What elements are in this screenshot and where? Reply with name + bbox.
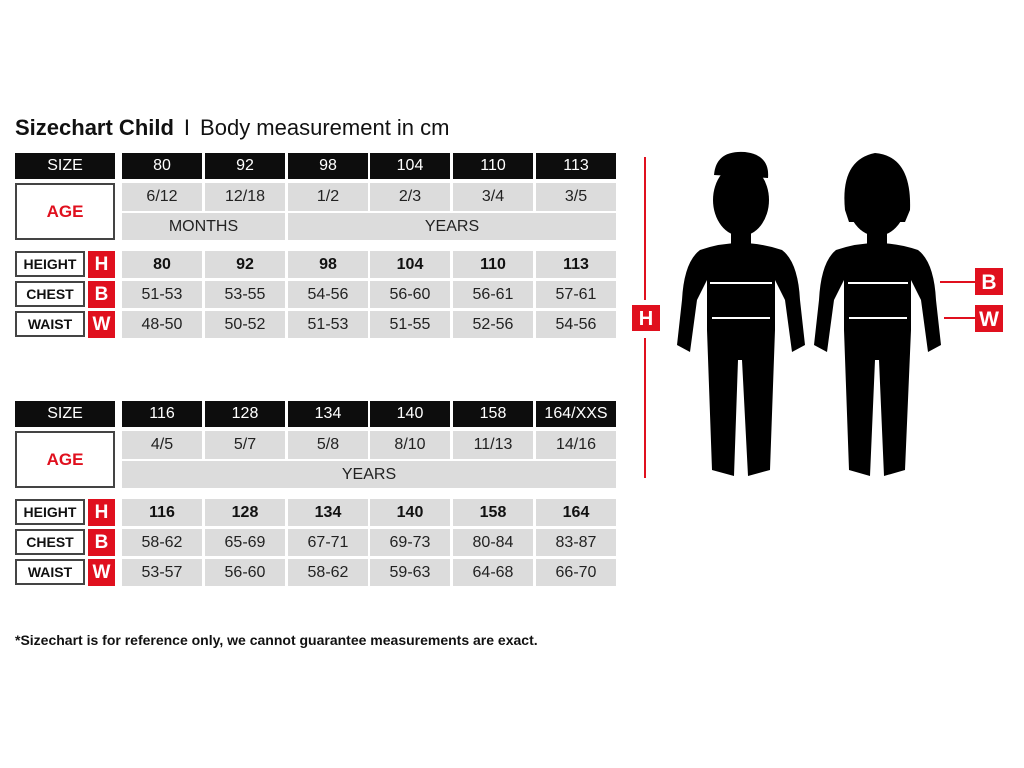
height-cell: 140 bbox=[370, 499, 450, 526]
waist-letter-badge: W bbox=[88, 559, 115, 586]
size-header-cell: 116 bbox=[122, 401, 202, 427]
chest-cell: 58-62 bbox=[122, 529, 202, 556]
age-cell: 14/16 bbox=[536, 431, 616, 459]
height-cell: 92 bbox=[205, 251, 285, 278]
size-header-cell: 140 bbox=[370, 401, 450, 427]
height-marker-label: H bbox=[639, 308, 653, 330]
waist-cell: 51-55 bbox=[370, 311, 450, 338]
height-letter-badge: H bbox=[88, 251, 115, 278]
size-header-cell: 128 bbox=[205, 401, 285, 427]
age-label: AGE bbox=[15, 183, 115, 240]
age-cell: 2/3 bbox=[370, 183, 450, 211]
chest-cell: 65-69 bbox=[205, 529, 285, 556]
age-unit-cell: YEARS bbox=[122, 461, 616, 488]
height-cell: 80 bbox=[122, 251, 202, 278]
age-label: AGE bbox=[15, 431, 115, 488]
height-marker: H bbox=[632, 157, 660, 478]
waist-cell: 53-57 bbox=[122, 559, 202, 586]
size-header-cell: 104 bbox=[370, 153, 450, 179]
chest-letter-badge: B bbox=[88, 281, 115, 308]
size-header-cell: 113 bbox=[536, 153, 616, 179]
waist-cell: 56-60 bbox=[205, 559, 285, 586]
waist-label: WAIST bbox=[15, 559, 85, 585]
chest-cell: 56-61 bbox=[453, 281, 533, 308]
chest-cell: 80-84 bbox=[453, 529, 533, 556]
chest-letter-badge: B bbox=[88, 529, 115, 556]
title-sub: Body measurement in cm bbox=[200, 115, 450, 140]
size-label: SIZE bbox=[15, 401, 115, 427]
size-header-cell: 134 bbox=[288, 401, 368, 427]
size-header-cell: 80 bbox=[122, 153, 202, 179]
size-label: SIZE bbox=[15, 153, 115, 179]
size-header-cell: 98 bbox=[288, 153, 368, 179]
age-cell: 3/5 bbox=[536, 183, 616, 211]
chest-cell: 83-87 bbox=[536, 529, 616, 556]
chest-marker-label: B bbox=[981, 271, 996, 294]
height-cell: 104 bbox=[370, 251, 450, 278]
footnote: *Sizechart is for reference only, we can… bbox=[15, 632, 538, 648]
chest-cell: 54-56 bbox=[288, 281, 368, 308]
height-cell: 128 bbox=[205, 499, 285, 526]
age-cell: 12/18 bbox=[205, 183, 285, 211]
age-cell: 5/8 bbox=[288, 431, 368, 459]
girl-silhouette bbox=[814, 153, 941, 476]
chest-marker: B bbox=[940, 268, 1003, 295]
age-cell: 5/7 bbox=[205, 431, 285, 459]
size-header-cell: 110 bbox=[453, 153, 533, 179]
page-title: Sizechart Child I Body measurement in cm bbox=[15, 115, 449, 141]
age-unit-cell: YEARS bbox=[288, 213, 616, 240]
chest-cell: 67-71 bbox=[288, 529, 368, 556]
height-cell: 113 bbox=[536, 251, 616, 278]
size-header-cell: 158 bbox=[453, 401, 533, 427]
height-cell: 164 bbox=[536, 499, 616, 526]
waist-cell: 52-56 bbox=[453, 311, 533, 338]
waist-cell: 64-68 bbox=[453, 559, 533, 586]
age-cell: 8/10 bbox=[370, 431, 450, 459]
waist-cell: 58-62 bbox=[288, 559, 368, 586]
age-cell: 3/4 bbox=[453, 183, 533, 211]
height-letter-badge: H bbox=[88, 499, 115, 526]
waist-cell: 54-56 bbox=[536, 311, 616, 338]
waist-marker-label: W bbox=[979, 308, 999, 331]
title-main: Sizechart Child bbox=[15, 115, 174, 140]
age-unit-cell: MONTHS bbox=[122, 213, 285, 240]
waist-letter-badge: W bbox=[88, 311, 115, 338]
height-cell: 158 bbox=[453, 499, 533, 526]
boy-silhouette bbox=[677, 151, 805, 476]
chest-label: CHEST bbox=[15, 281, 85, 307]
height-cell: 98 bbox=[288, 251, 368, 278]
waist-marker: W bbox=[944, 305, 1003, 332]
waist-cell: 59-63 bbox=[370, 559, 450, 586]
age-cell: 6/12 bbox=[122, 183, 202, 211]
age-cell: 11/13 bbox=[453, 431, 533, 459]
chest-cell: 53-55 bbox=[205, 281, 285, 308]
age-cell: 1/2 bbox=[288, 183, 368, 211]
height-label: HEIGHT bbox=[15, 251, 85, 277]
size-header-cell: 164/XXS bbox=[536, 401, 616, 427]
chest-cell: 69-73 bbox=[370, 529, 450, 556]
waist-label: WAIST bbox=[15, 311, 85, 337]
height-cell: 110 bbox=[453, 251, 533, 278]
waist-cell: 51-53 bbox=[288, 311, 368, 338]
waist-cell: 66-70 bbox=[536, 559, 616, 586]
height-label: HEIGHT bbox=[15, 499, 85, 525]
waist-cell: 50-52 bbox=[205, 311, 285, 338]
size-header-cell: 92 bbox=[205, 153, 285, 179]
chest-cell: 56-60 bbox=[370, 281, 450, 308]
height-cell: 134 bbox=[288, 499, 368, 526]
title-separator: I bbox=[183, 115, 191, 140]
waist-cell: 48-50 bbox=[122, 311, 202, 338]
height-cell: 116 bbox=[122, 499, 202, 526]
chest-label: CHEST bbox=[15, 529, 85, 555]
chest-cell: 57-61 bbox=[536, 281, 616, 308]
age-cell: 4/5 bbox=[122, 431, 202, 459]
chest-cell: 51-53 bbox=[122, 281, 202, 308]
